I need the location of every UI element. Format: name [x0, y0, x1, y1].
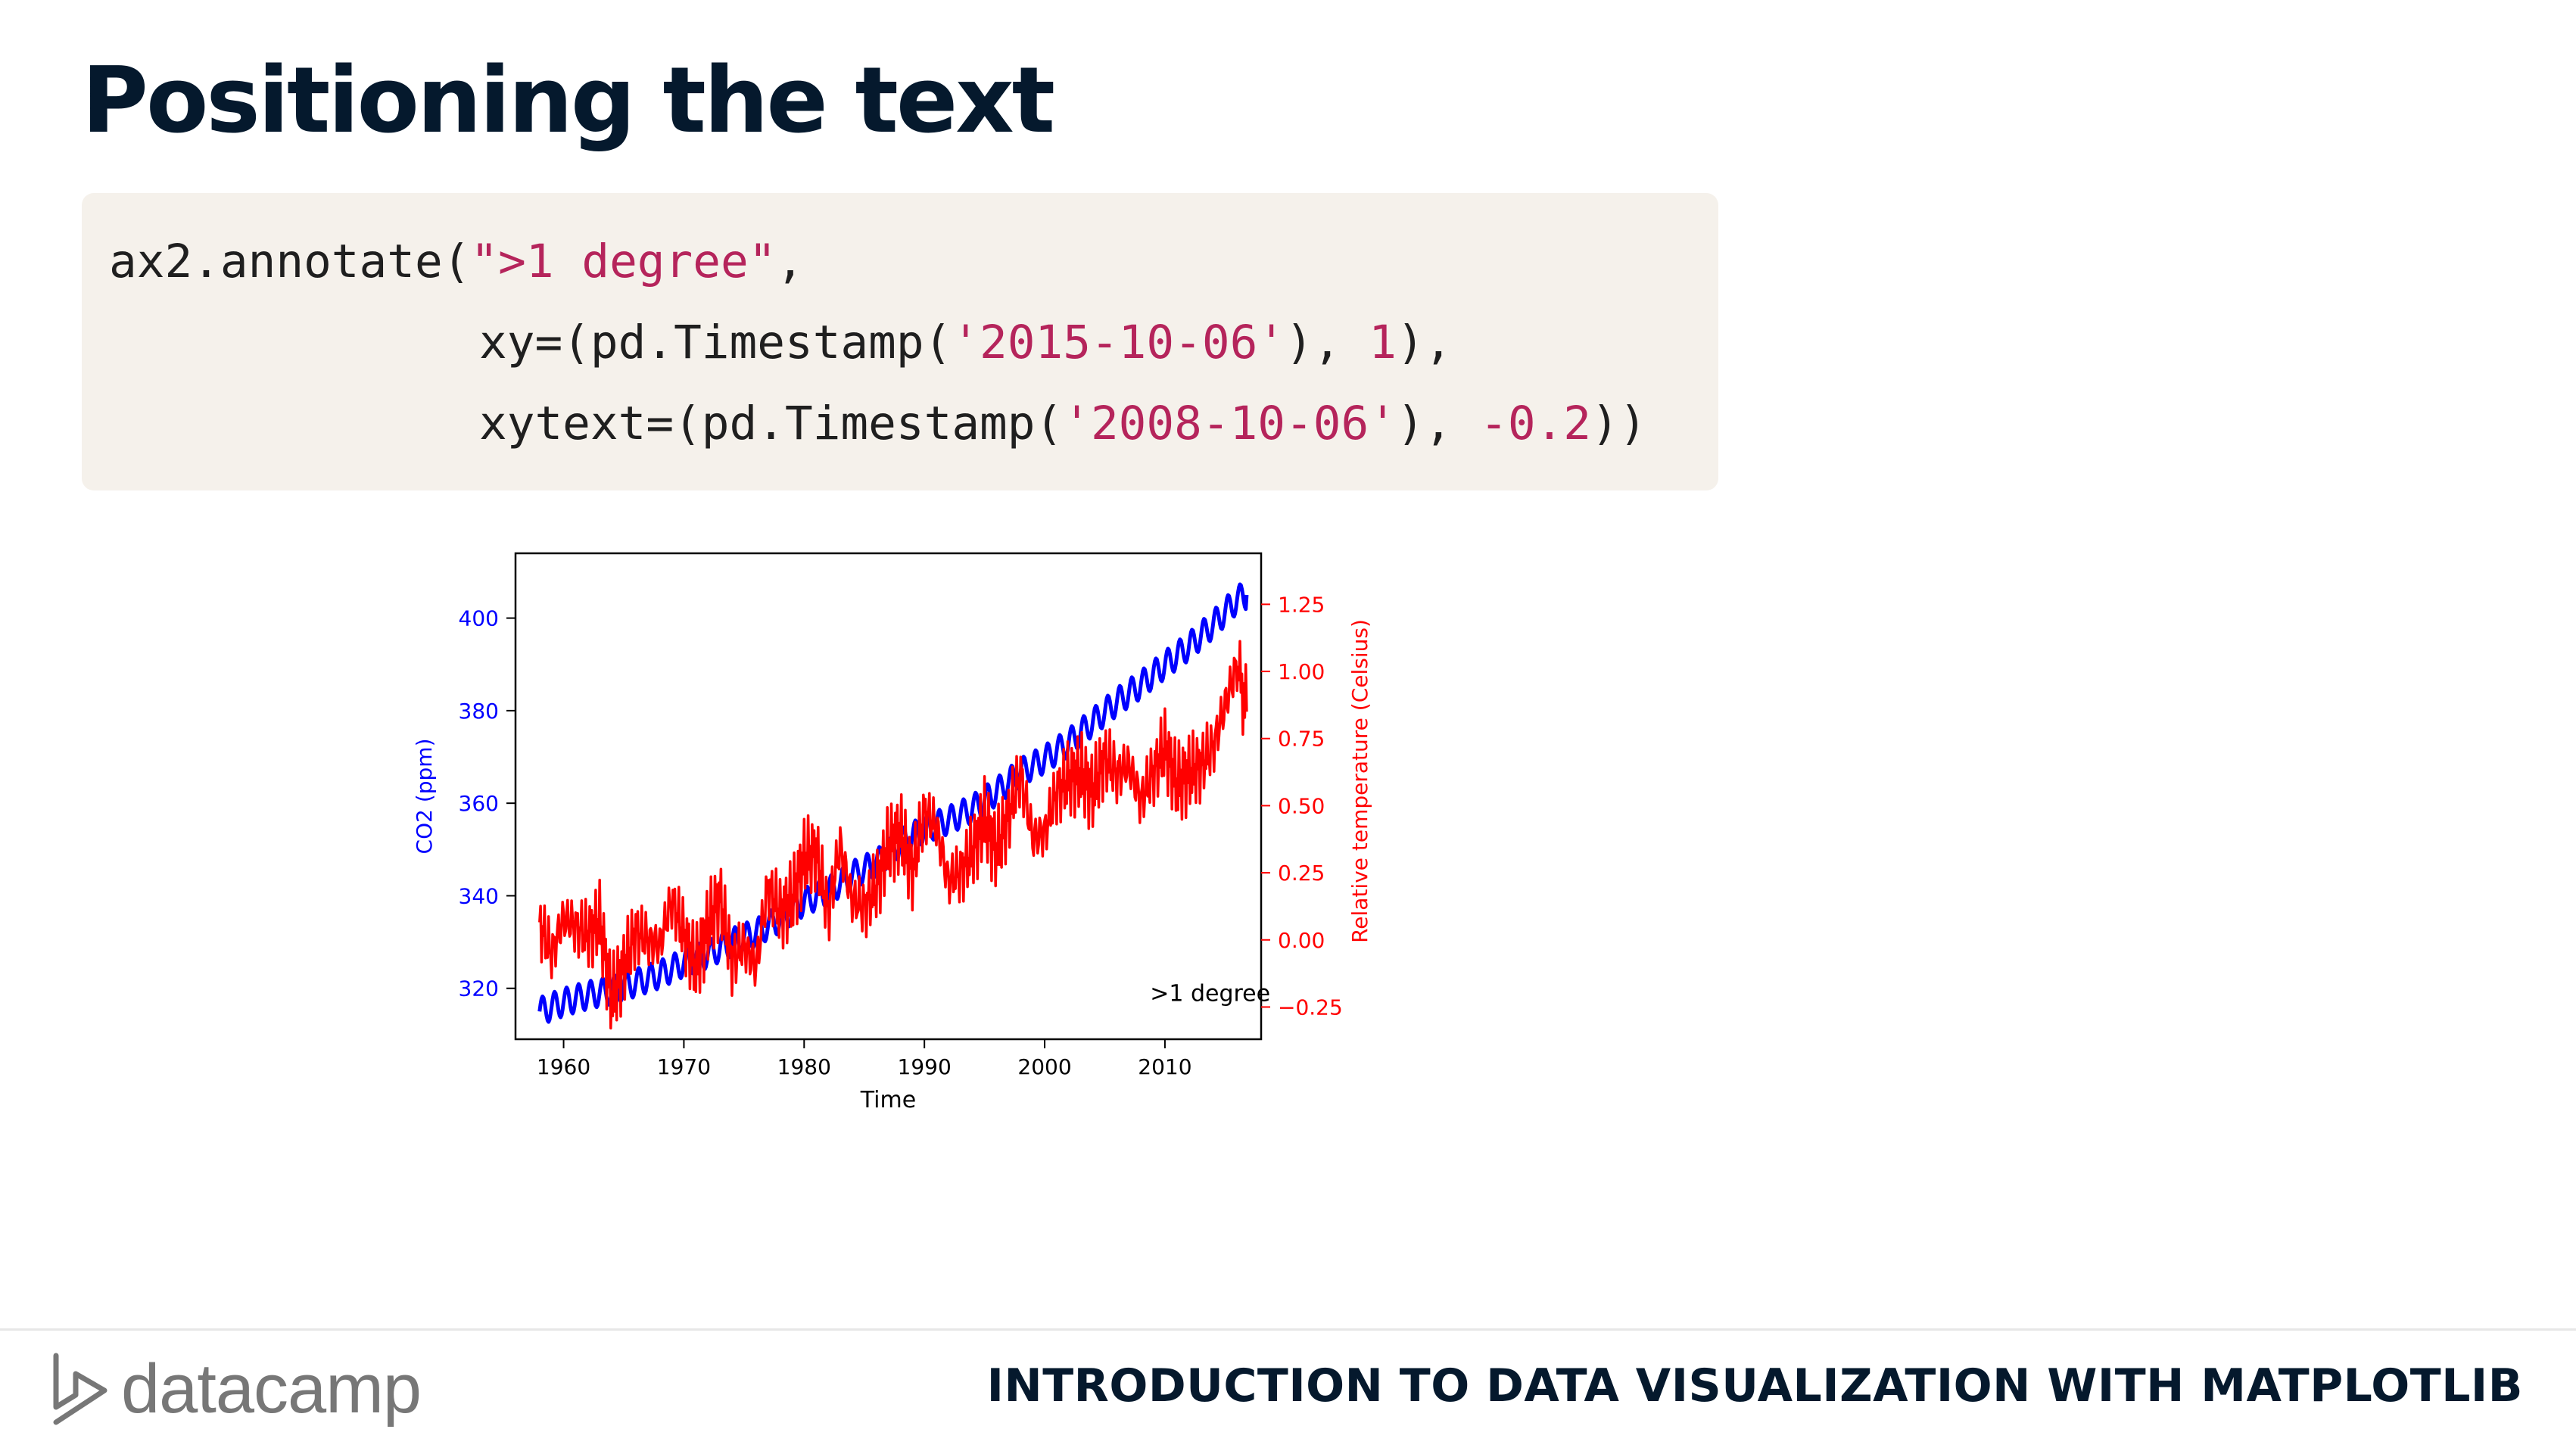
- datacamp-logo-icon: [53, 1353, 107, 1425]
- brand-name: datacamp: [121, 1350, 422, 1428]
- code-plain: ,: [776, 235, 805, 288]
- x-tick-label: 1970: [657, 1054, 711, 1079]
- code-line-1: ax2.annotate(">1 degree",: [109, 238, 804, 285]
- code-plain: xy=(pd.Timestamp(: [479, 316, 952, 369]
- code-number: 1: [1369, 316, 1397, 369]
- y-right-tick-label: 0.75: [1278, 727, 1325, 752]
- y-right-tick-label: 0.50: [1278, 793, 1325, 818]
- y-left-tick-label: 380: [459, 699, 499, 724]
- plot-layer: [537, 582, 1249, 1030]
- y-left-axis-label: CO2 (ppm): [412, 739, 437, 855]
- chart: 1960 1970 1980 1990 2000 2010 320 340 360 380 400 −…: [409, 541, 1393, 1124]
- x-tick-label: 1980: [777, 1054, 831, 1079]
- annotation-text: >1 degree: [1150, 981, 1270, 1007]
- x-axis-label: Time: [860, 1087, 916, 1113]
- footer-divider: [0, 1328, 2576, 1331]
- y-right-tick-label: 0.00: [1278, 928, 1325, 953]
- code-plain: ax2.annotate(: [109, 235, 471, 288]
- y-left-tick-label: 360: [459, 791, 499, 816]
- x-tick-label: 1990: [898, 1054, 952, 1079]
- x-tick-label: 2010: [1138, 1054, 1191, 1079]
- code-plain: ),: [1396, 397, 1481, 450]
- code-plain: )): [1591, 397, 1647, 450]
- code-plain: xytext=(pd.Timestamp(: [479, 397, 1064, 450]
- slide-title: Positioning the text: [82, 48, 1055, 154]
- code-number: -0.2: [1480, 397, 1592, 450]
- y-left-tick-label: 400: [459, 606, 499, 631]
- y-left-tick-label: 340: [459, 883, 499, 908]
- datacamp-logo: datacamp: [50, 1347, 422, 1431]
- x-tick-label: 1960: [537, 1054, 590, 1079]
- y-left-tick-label: 320: [459, 976, 499, 1001]
- code-plain: ),: [1396, 316, 1453, 369]
- course-title: INTRODUCTION TO DATA VISUALIZATION WITH …: [986, 1359, 2523, 1412]
- code-string: ">1 degree": [470, 235, 777, 288]
- y-right-tick-label: 1.00: [1278, 659, 1325, 684]
- code-line-3: xytext=(pd.Timestamp('2008-10-06'), -0.2…: [479, 400, 1646, 447]
- code-line-2: xy=(pd.Timestamp('2015-10-06'), 1),: [479, 319, 1452, 366]
- y-right-tick-label: −0.25: [1278, 995, 1343, 1020]
- code-plain: ),: [1285, 316, 1369, 369]
- axes-layer: 1960 1970 1980 1990 2000 2010 320 340 360 380 400 −…: [412, 592, 1372, 1113]
- chart-svg: 1960 1970 1980 1990 2000 2010 320 340 360 380 400 −…: [412, 552, 1372, 1113]
- plot-frame: [514, 552, 1263, 1041]
- x-tick-label: 2000: [1017, 1054, 1071, 1079]
- code-string: '2015-10-06': [952, 316, 1286, 369]
- code-string: '2008-10-06': [1063, 397, 1397, 450]
- code-block: ax2.annotate(">1 degree", xy=(pd.Timesta…: [82, 193, 1718, 490]
- y-right-axis-label: Relative temperature (Celsius): [1347, 619, 1372, 943]
- temperature-series-line: [538, 640, 1248, 1030]
- y-right-tick-label: 1.25: [1278, 592, 1325, 617]
- y-right-tick-label: 0.25: [1278, 861, 1325, 886]
